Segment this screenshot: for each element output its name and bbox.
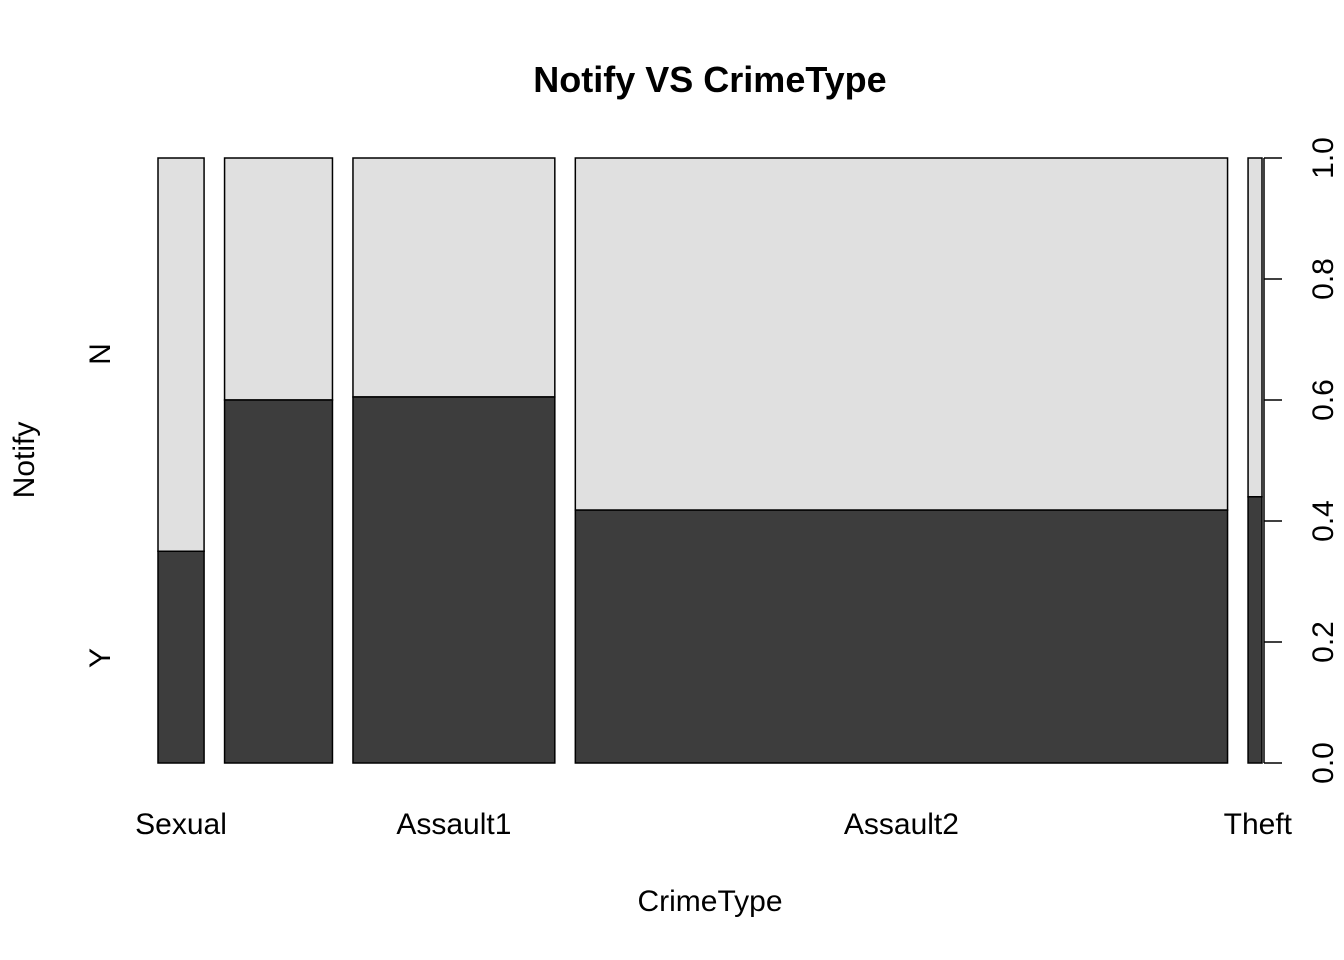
right-axis: 0.0 0.2 0.4 0.6 0.8 1.0 [1263, 137, 1340, 784]
right-axis-tick-label: 0.4 [1307, 500, 1340, 542]
tile-sexual-y [157, 550, 205, 764]
tile-theft-n [1247, 157, 1263, 498]
tile-assault1-n [352, 157, 556, 398]
x-tick-labels: Sexual Assault1 Assault2 Theft [135, 808, 1292, 841]
mosaic-tiles [157, 157, 1263, 764]
right-axis-tick-label: 0.8 [1307, 258, 1340, 300]
y-level-labels: YN [84, 343, 117, 668]
y-level-n: N [84, 343, 117, 365]
y-level-y: Y [84, 648, 117, 668]
x-axis-label: CrimeType [637, 885, 782, 918]
y-axis-label: Notify [8, 422, 41, 499]
tile-assault2-n [574, 157, 1229, 511]
tile-unlabeled-y [223, 399, 334, 764]
tile-unlabeled-n [223, 157, 334, 401]
right-axis-tick-label: 0.0 [1307, 742, 1340, 784]
tile-assault2-y [574, 509, 1229, 764]
right-axis-tick-label: 0.2 [1307, 621, 1340, 663]
x-tick-assault1: Assault1 [396, 808, 511, 841]
x-tick-theft: Theft [1224, 808, 1293, 841]
x-tick-sexual: Sexual [135, 808, 227, 841]
tile-theft-y [1247, 496, 1263, 764]
x-tick-assault2: Assault2 [844, 808, 959, 841]
right-axis-tick-label: 1.0 [1307, 137, 1340, 179]
right-axis-tick-label: 0.6 [1307, 379, 1340, 421]
chart-title: Notify VS CrimeType [533, 59, 886, 100]
tile-sexual-n [157, 157, 205, 552]
tile-assault1-y [352, 396, 556, 764]
